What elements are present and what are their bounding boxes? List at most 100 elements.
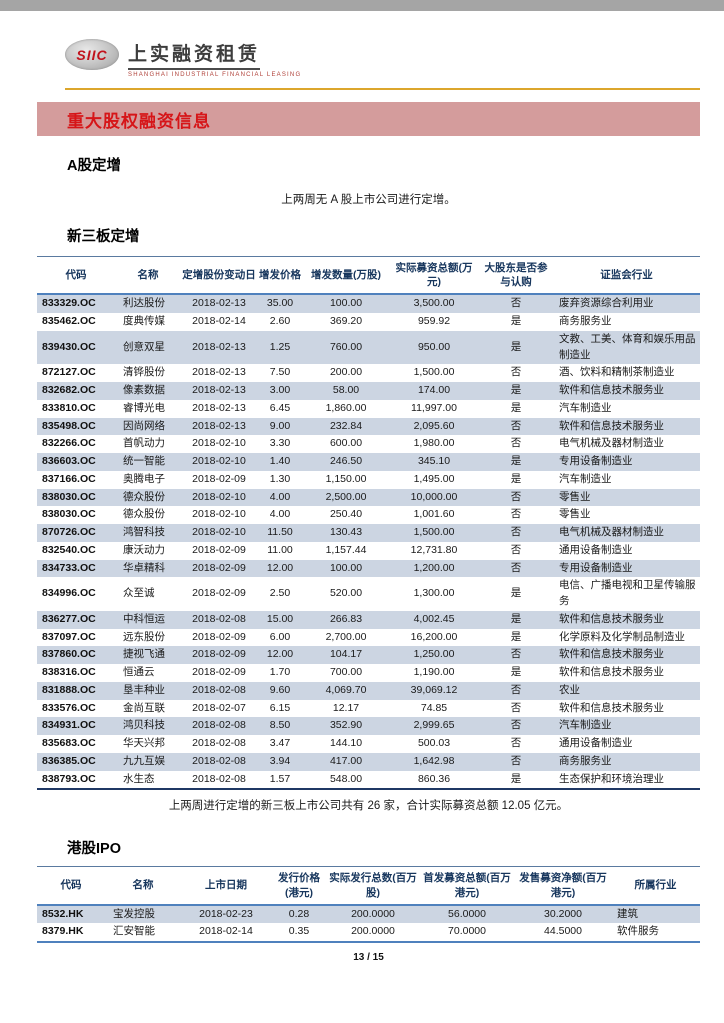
table-row: 8379.HK 汇安智能 2018-02-14 0.35 200.0000 70.0000… <box>37 923 700 944</box>
logo-text-block: 上实融资租赁 SHANGHAI INDUSTRIAL FINANCIAL LEA… <box>128 39 301 78</box>
table-cell: 1,642.98 <box>413 754 455 767</box>
table-cell: 548.00 <box>303 770 389 791</box>
table-row: 834733.OC 华卓精科 2018-02-09 12.00 100.00 1,200.… <box>37 559 700 578</box>
table-row: 8532.HK 宝发控股 2018-02-23 0.28 200.0000 56.0000… <box>37 904 700 924</box>
table-cell: 950.00 <box>417 340 451 353</box>
table-cell: 246.50 <box>329 455 363 468</box>
table-cell: 8532.HK <box>42 907 84 920</box>
table-cell: 9.00 <box>269 419 291 432</box>
neeq-placement-table: 代码 名称 定增股份变动日 增发价格 增发数量(万股) 实际募资总额(万元) 大股东是否参与… <box>37 256 700 791</box>
table-cell: 58.00 <box>332 384 360 397</box>
table-cell: 266.83 <box>329 612 363 625</box>
gold-divider <box>65 88 700 90</box>
table-cell: 838030.OC <box>42 508 96 521</box>
column-header: 名称 <box>105 866 181 906</box>
table-cell: 834733.OC <box>42 561 96 574</box>
table-cell: 汇安智能 <box>105 923 181 944</box>
table-cell: 2018-02-09 <box>192 543 246 556</box>
table-cell: 838316.OC <box>42 666 96 679</box>
table-row: 831888.OC 垦丰种业 2018-02-08 9.60 4,069.70 39,06… <box>37 681 700 700</box>
table-cell: 是 <box>510 630 522 643</box>
table-cell: 垦丰种业 <box>123 683 165 696</box>
table-cell: 软件和信息技术服务业 <box>559 701 664 714</box>
table-cell: 康沃动力 <box>123 543 165 556</box>
table-cell: 1,860.00 <box>325 401 367 414</box>
table-row: 833810.OC 睿博光电 2018-02-13 6.45 1,860.00 11,99… <box>37 400 700 418</box>
table-cell: 2.50 <box>269 587 291 600</box>
table-cell: 是 <box>510 587 522 600</box>
table-cell: 零售业 <box>559 508 591 521</box>
table-row: 837166.OC 奥腾电子 2018-02-09 1.30 1,150.00 1,495… <box>37 471 700 489</box>
table-cell: 144.10 <box>329 737 363 750</box>
table-cell: 否 <box>510 754 522 767</box>
table-cell: 否 <box>510 701 522 714</box>
table-cell: 2018-02-08 <box>181 770 257 791</box>
table-row: 835462.OC 度典传媒 2018-02-14 2.60 369.20 959.92 是… <box>37 313 700 331</box>
table-cell: 2018-02-07 <box>192 701 246 714</box>
table-row: 833576.OC 金尚互联 2018-02-07 6.15 12.17 74.85 否 软件… <box>37 700 700 718</box>
table-cell: 250.40 <box>329 508 363 521</box>
table-cell: 建筑 <box>617 907 638 920</box>
table-cell: 是 <box>510 315 522 328</box>
table-cell: 4,069.70 <box>325 683 367 696</box>
table-row: 836385.OC 九九互娱 2018-02-08 3.94 417.00 1,642.9… <box>37 752 700 771</box>
table-cell: 832266.OC <box>42 437 96 450</box>
column-header: 代码 <box>37 866 105 906</box>
table-cell: 4.00 <box>269 508 291 521</box>
hk-table-header: 代码 名称 上市日期 发行价格(港元) 实际发行总数(百万股) 首发募资总额(百万港元) 发… <box>37 866 700 906</box>
heading-a-share: A股定增 <box>67 158 121 174</box>
table-cell: 4.00 <box>269 490 291 503</box>
table-cell: 11.50 <box>267 526 293 539</box>
hk-table-body: 8532.HK 宝发控股 2018-02-23 0.28 200.0000 56.0000… <box>37 904 700 944</box>
table-cell: 232.84 <box>329 419 363 432</box>
table-cell: 宝发控股 <box>113 907 155 920</box>
neeq-summary: 上两周进行定增的新三板上市公司共有 26 家，合计实际募资总额 12.05 亿元… <box>168 800 569 813</box>
table-cell: 345.10 <box>417 455 451 468</box>
table-cell: 1.30 <box>269 472 291 485</box>
table-cell: 1.70 <box>269 666 291 679</box>
table-cell: 2018-02-10 <box>192 508 246 521</box>
page-number: 13 / 15 <box>353 952 384 964</box>
table-cell: 2018-02-10 <box>192 455 246 468</box>
table-cell: 0.28 <box>288 907 310 920</box>
table-cell: 创意双星 <box>123 340 165 353</box>
table-cell: 70.0000 <box>419 923 515 944</box>
table-cell: 2,999.65 <box>413 719 455 732</box>
column-header: 实际募资总额(万元) <box>389 256 479 296</box>
heading-neeq: 新三板定增 <box>67 229 140 245</box>
table-cell: 是 <box>510 384 522 397</box>
table-cell: 838030.OC <box>42 490 96 503</box>
table-cell: 否 <box>510 297 522 310</box>
table-cell: 870726.OC <box>42 526 96 539</box>
table-cell: 8379.HK <box>37 923 105 944</box>
table-cell: 6.45 <box>269 401 291 414</box>
table-cell: 2018-02-13 <box>192 366 246 379</box>
company-logo: SIIC 上实融资租赁 SHANGHAI INDUSTRIAL FINANCIA… <box>65 39 700 78</box>
table-cell: 捷视飞通 <box>123 648 165 661</box>
neeq-table-header: 代码 名称 定增股份变动日 增发价格 增发数量(万股) 实际募资总额(万元) 大股东是否参与… <box>37 256 700 296</box>
table-cell: 872127.OC <box>42 366 96 379</box>
table-cell: 2018-02-13 <box>192 297 246 310</box>
table-cell: 30.2000 <box>544 907 582 920</box>
table-cell: 是 <box>510 401 522 414</box>
table-cell: 农业 <box>559 683 580 696</box>
column-header: 所属行业 <box>611 866 700 906</box>
table-cell: 商务服务业 <box>559 754 612 767</box>
table-cell: 德众股份 <box>123 508 165 521</box>
table-cell: 2018-02-09 <box>192 630 246 643</box>
table-cell: 2018-02-13 <box>192 384 246 397</box>
table-cell: 835683.OC <box>42 737 96 750</box>
table-cell: 是 <box>479 770 553 791</box>
table-cell: 44.5000 <box>515 923 611 944</box>
table-row: 836277.OC 中科恒运 2018-02-08 15.00 266.83 4,002.… <box>37 610 700 629</box>
table-cell: 1,157.44 <box>325 543 367 556</box>
table-cell: 是 <box>510 612 522 625</box>
table-cell: 833810.OC <box>42 401 96 414</box>
table-cell: 否 <box>510 648 522 661</box>
neeq-header-row: 代码 名称 定增股份变动日 增发价格 增发数量(万股) 实际募资总额(万元) 大股东是否参与… <box>37 256 700 296</box>
table-cell: 汽车制造业 <box>559 472 612 485</box>
table-cell: 通用设备制造业 <box>559 543 633 556</box>
table-cell: 832682.OC <box>42 384 96 397</box>
table-cell: 1,001.60 <box>413 508 455 521</box>
table-cell: 否 <box>510 719 522 732</box>
